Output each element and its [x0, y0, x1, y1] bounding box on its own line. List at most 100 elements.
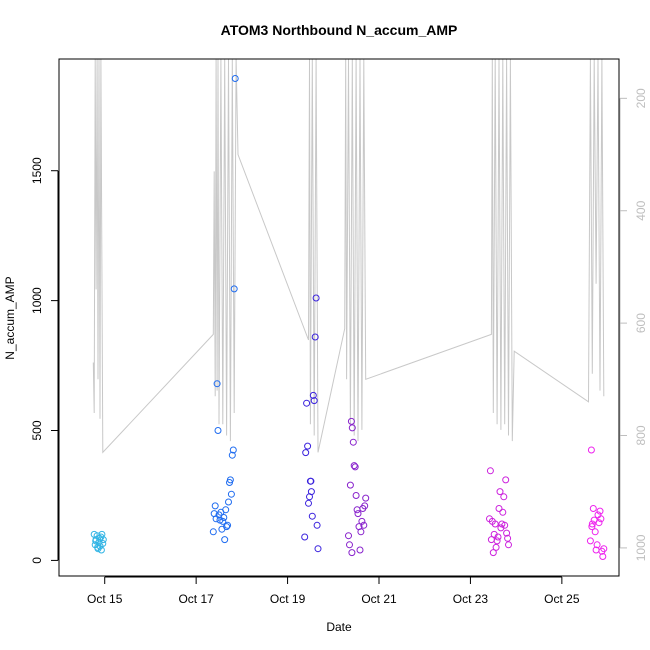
y-tick-label: 1000	[30, 287, 44, 314]
data-point	[587, 446, 595, 454]
data-point	[354, 510, 362, 518]
data-point	[307, 488, 315, 496]
data-point	[305, 499, 312, 507]
data-point	[209, 528, 217, 536]
data-point	[308, 512, 316, 520]
data-point	[213, 380, 221, 388]
data-point	[219, 517, 227, 525]
data-point	[230, 285, 238, 293]
data-point	[228, 451, 236, 459]
data-point	[599, 553, 607, 560]
data-point	[586, 537, 594, 545]
data-point	[500, 493, 508, 501]
data-point	[503, 529, 511, 537]
data-point	[313, 521, 321, 529]
data-point	[309, 391, 317, 399]
data-point	[303, 399, 311, 407]
data-point	[304, 442, 312, 450]
data-point	[494, 533, 502, 541]
data-point	[351, 463, 359, 471]
data-point	[227, 490, 235, 498]
data-point	[491, 520, 499, 528]
data-point	[302, 449, 310, 457]
data-point	[310, 397, 318, 405]
data-point	[214, 427, 222, 434]
secondary-series-layer	[92, 58, 605, 454]
data-point	[489, 549, 497, 557]
data-point	[593, 541, 601, 549]
x-tick-label: Oct 23	[453, 592, 489, 606]
axes-layer: Oct 15 Oct 17 Oct 19 Oct 21 Oct 23 Oct 25 0 500…	[30, 88, 648, 606]
y-tick-label: 1500	[30, 157, 44, 184]
data-point	[311, 333, 319, 341]
y-tick-label: 500	[30, 420, 44, 440]
y-axis-label: N_accum_AMP	[3, 276, 17, 359]
data-point	[358, 517, 366, 525]
y2-tick-label: 800	[634, 425, 648, 445]
data-point	[99, 536, 107, 544]
data-point	[356, 546, 364, 554]
data-point	[314, 545, 322, 553]
data-point	[502, 476, 510, 484]
data-point	[350, 462, 358, 470]
data-point	[591, 528, 599, 536]
data-point	[495, 505, 503, 512]
secondary-series-line	[92, 58, 605, 454]
y2-tick-label: 600	[634, 313, 648, 333]
data-point	[211, 502, 219, 510]
data-point	[496, 488, 504, 496]
data-point	[362, 494, 370, 502]
data-point	[301, 533, 309, 541]
data-point	[492, 543, 500, 551]
data-point	[589, 505, 597, 512]
y2-tick-label: 1000	[634, 534, 648, 561]
data-point	[222, 506, 230, 514]
data-point	[307, 477, 315, 485]
data-point	[361, 502, 369, 510]
data-point	[345, 532, 352, 540]
data-point	[486, 467, 494, 475]
data-point	[348, 424, 356, 432]
data-point	[505, 541, 512, 549]
chart-title: ATOM3 Northbound N_accum_AMP	[221, 22, 458, 38]
data-point	[312, 294, 320, 302]
x-tick-label: Oct 15	[87, 592, 123, 606]
x-axis-label: Date	[326, 620, 352, 634]
data-point	[229, 446, 237, 454]
data-point	[348, 549, 356, 557]
data-point	[596, 507, 604, 515]
x-tick-label: Oct 21	[361, 592, 397, 606]
data-point	[231, 75, 239, 82]
data-point	[595, 519, 603, 527]
data-point	[224, 521, 232, 529]
data-point	[499, 508, 507, 516]
data-point	[597, 515, 605, 523]
data-point	[226, 476, 234, 484]
data-point	[346, 541, 353, 549]
data-point	[346, 481, 354, 489]
plot-frame	[58, 58, 620, 577]
y2-tick-label: 400	[634, 200, 648, 220]
data-point	[347, 417, 355, 425]
x-tick-label: Oct 19	[270, 592, 306, 606]
points-layer	[90, 75, 608, 560]
data-point	[493, 537, 501, 545]
data-point	[588, 520, 596, 528]
data-point	[352, 492, 360, 499]
data-point	[357, 528, 365, 536]
x-tick-label: Oct 17	[178, 592, 214, 606]
data-point	[349, 438, 357, 446]
x-tick-label: Oct 25	[544, 592, 580, 606]
data-point	[225, 498, 232, 506]
data-point	[99, 540, 107, 547]
data-point	[501, 521, 509, 529]
data-point	[360, 521, 368, 529]
y-tick-label: 0	[30, 557, 44, 564]
data-point	[96, 534, 103, 542]
data-point	[220, 514, 228, 521]
data-point	[504, 534, 512, 542]
data-point	[97, 546, 105, 554]
y2-tick-label: 200	[634, 88, 648, 108]
